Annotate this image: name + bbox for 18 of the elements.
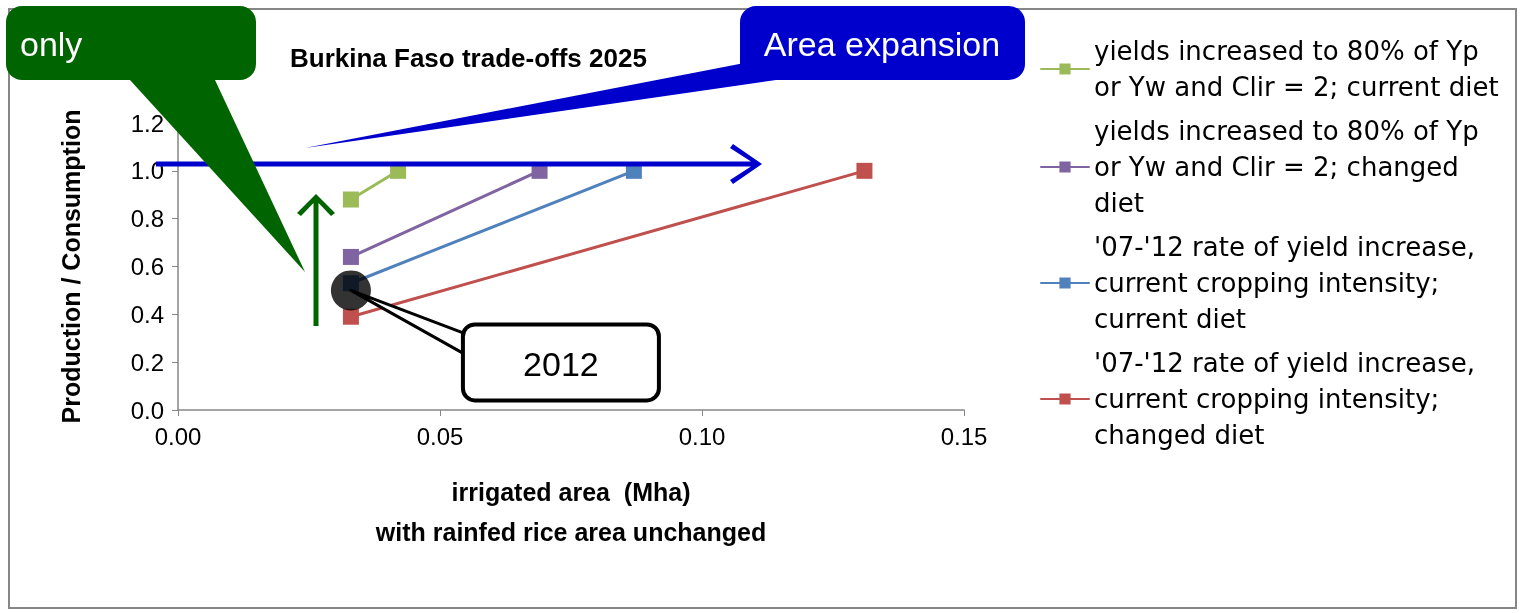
y-tick-label: 0.6: [130, 253, 164, 280]
legend-label: yields increased to 80% of Yp or Yw and Clir = 2; changed diet: [1094, 116, 1487, 218]
x-axis-title: irrigated area (Mha) with rainfed rice area unchanged: [374, 478, 767, 546]
speech-callout: 2012: [349, 288, 661, 403]
y-tick-label: 0.4: [130, 300, 164, 328]
legend-label: '07-'12 rate of yield increase, current cropping intensity; changed diet: [1094, 348, 1484, 450]
annotation: 2012: [523, 345, 599, 384]
chart-title: Burkina Faso trade-offs 2025: [290, 43, 647, 73]
y-tick-label: 1.2: [130, 109, 164, 137]
y-axis-title: Production / Consumption: [56, 109, 85, 424]
y-tick-label: 0.2: [130, 348, 164, 376]
x-tick-label: 0.10: [678, 422, 726, 450]
x-tick-label: 0.05: [416, 422, 464, 450]
x-tick-label: 0.00: [154, 422, 202, 450]
x-tick-label: 0.15: [940, 422, 988, 450]
y-tick-label: 0.0: [130, 396, 164, 424]
y-tick-label: 0.8: [130, 205, 164, 233]
legend-label: '07-'12 rate of yield increase, current cropping intensity; current diet: [1094, 232, 1484, 334]
